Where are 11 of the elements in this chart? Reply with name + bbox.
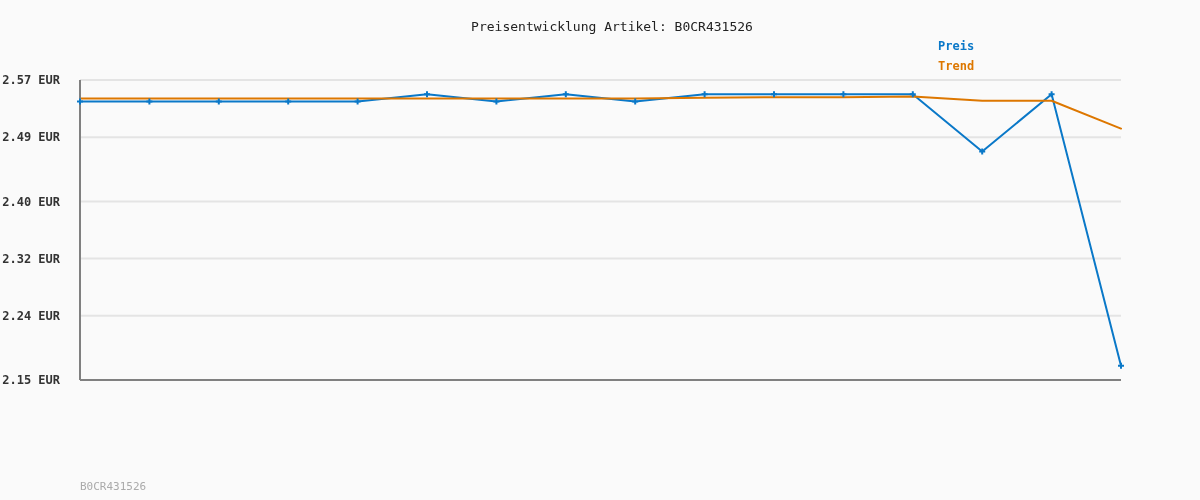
y-tick-label: 2.40 EUR xyxy=(2,194,61,209)
text: Preis xyxy=(938,38,975,55)
text: Trend xyxy=(938,58,975,75)
line-series xyxy=(79,95,1122,130)
chart-title: Preisentwicklung Artikel: B0CR431526 xyxy=(470,19,754,34)
text: B0CR431526 xyxy=(80,480,147,493)
y-tick-label: 2.32 EUR xyxy=(2,251,61,266)
y-tick-label: 2.49 EUR xyxy=(2,130,61,145)
y-tick-label: 2.24 EUR xyxy=(2,308,61,323)
y-tick-label: 2.15 EUR xyxy=(2,373,61,388)
y-tick-label: 2.57 EUR xyxy=(2,73,61,88)
